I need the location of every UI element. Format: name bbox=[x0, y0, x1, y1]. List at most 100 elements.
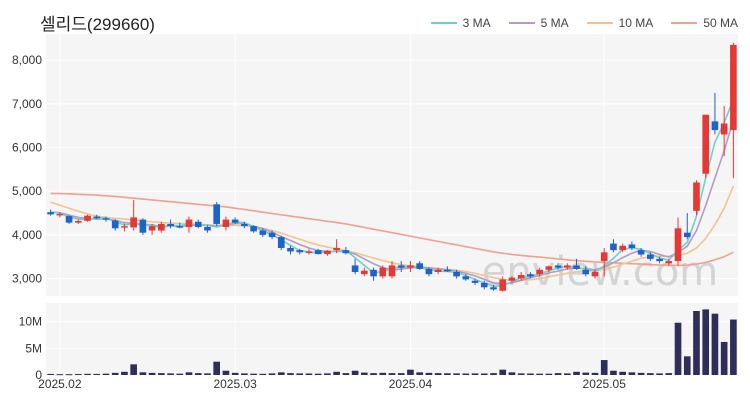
price-tick-label: 3,000 bbox=[12, 272, 42, 286]
candle-body bbox=[508, 277, 516, 281]
candle-body bbox=[416, 263, 424, 269]
volume-bar bbox=[517, 373, 525, 375]
volume-bar bbox=[287, 373, 294, 375]
volume-bar bbox=[268, 373, 276, 375]
volume-bar bbox=[158, 373, 165, 375]
watermark: enview.com bbox=[482, 249, 719, 295]
volume-bar bbox=[573, 371, 580, 375]
price-tick-label: 8,000 bbox=[12, 53, 42, 67]
candle-body bbox=[480, 282, 488, 288]
volume-bar bbox=[241, 373, 248, 375]
candle-body bbox=[407, 265, 414, 268]
candle-body bbox=[619, 245, 626, 251]
volume-bar bbox=[693, 311, 700, 375]
candle-body bbox=[324, 250, 331, 255]
volume-bar bbox=[563, 373, 571, 375]
legend-label-ma50: 50 MA bbox=[703, 16, 738, 30]
candle-body bbox=[47, 212, 54, 215]
volume-bar bbox=[434, 373, 442, 375]
volume-bar bbox=[480, 373, 488, 375]
volume-bar bbox=[600, 360, 608, 375]
legend-item-ma3[interactable]: 3 MA bbox=[430, 16, 491, 30]
candle-body bbox=[74, 220, 82, 223]
volume-bar bbox=[324, 373, 331, 375]
candle-body bbox=[674, 228, 682, 262]
legend-swatch-ma50 bbox=[671, 22, 698, 24]
legend-item-ma5[interactable]: 5 MA bbox=[508, 16, 569, 30]
candle-body bbox=[296, 250, 304, 253]
volume-bar bbox=[647, 373, 654, 375]
candle-body bbox=[462, 276, 470, 280]
x-tick-label: 2025.02 bbox=[38, 377, 82, 391]
legend-item-ma10[interactable]: 10 MA bbox=[586, 16, 654, 30]
volume-bar bbox=[536, 373, 543, 375]
candle-body bbox=[333, 247, 340, 251]
candle-body bbox=[702, 114, 710, 174]
candle-body bbox=[517, 275, 525, 279]
candle-body bbox=[287, 247, 294, 252]
candle-body bbox=[434, 269, 442, 272]
candle-body bbox=[610, 243, 617, 251]
legend-swatch-ma5 bbox=[508, 22, 535, 24]
candle-body bbox=[277, 237, 285, 248]
price-tick-label: 6,000 bbox=[12, 141, 42, 155]
candle-body bbox=[444, 269, 451, 272]
candle-body bbox=[379, 267, 387, 277]
candle-body bbox=[683, 232, 691, 238]
candle-body bbox=[158, 223, 165, 231]
volume-bar bbox=[370, 373, 377, 375]
candle-body bbox=[573, 265, 580, 269]
candle-body bbox=[342, 250, 350, 254]
candle-body bbox=[259, 230, 267, 235]
volume-bar bbox=[84, 373, 91, 375]
candle-body bbox=[176, 226, 184, 228]
legend-swatch-ma3 bbox=[430, 22, 457, 24]
volume-bar bbox=[102, 373, 110, 375]
volume-bar bbox=[176, 373, 184, 375]
candle-body bbox=[65, 216, 73, 223]
volume-bar bbox=[619, 371, 626, 375]
volume-panel-bg bbox=[46, 303, 738, 375]
volume-bar bbox=[610, 370, 617, 375]
candle-body bbox=[241, 223, 248, 227]
legend-swatch-ma10 bbox=[586, 22, 613, 24]
candle-body bbox=[600, 252, 608, 262]
candle-body bbox=[231, 219, 239, 223]
volume-bar bbox=[711, 313, 719, 375]
volume-bar bbox=[314, 373, 322, 375]
volume-bar bbox=[56, 374, 64, 376]
candle-body bbox=[305, 251, 313, 253]
volume-bar bbox=[194, 373, 202, 375]
legend-item-ma50[interactable]: 50 MA bbox=[671, 16, 738, 30]
price-tick-label: 4,000 bbox=[12, 228, 42, 242]
volume-bar bbox=[121, 371, 128, 375]
volume-bar bbox=[148, 372, 156, 375]
volume-bar bbox=[93, 373, 101, 375]
candle-body bbox=[545, 266, 553, 270]
volume-bar bbox=[296, 373, 304, 375]
volume-bar bbox=[444, 373, 451, 375]
volume-bar bbox=[462, 373, 470, 375]
candle-body bbox=[121, 226, 128, 228]
volume-tick-label: 0 bbox=[35, 368, 42, 382]
candle-body bbox=[582, 269, 590, 275]
candle-body bbox=[250, 226, 257, 232]
volume-tick-label: 5M bbox=[25, 341, 42, 355]
volume-bar bbox=[702, 309, 710, 375]
volume-bar bbox=[222, 370, 230, 375]
volume-bar bbox=[656, 373, 663, 375]
volume-bar bbox=[730, 319, 737, 375]
volume-bar bbox=[47, 373, 54, 375]
candle-body bbox=[167, 223, 174, 227]
candle-body bbox=[194, 221, 202, 228]
candle-body bbox=[693, 182, 700, 211]
volume-bar bbox=[683, 356, 691, 375]
volume-bar bbox=[388, 373, 396, 375]
legend-label-ma10: 10 MA bbox=[618, 16, 654, 30]
volume-bar bbox=[213, 361, 221, 375]
volume-bar bbox=[508, 372, 516, 375]
volume-bar bbox=[425, 372, 433, 375]
volume-bar bbox=[111, 372, 119, 375]
candle-body bbox=[84, 215, 91, 221]
